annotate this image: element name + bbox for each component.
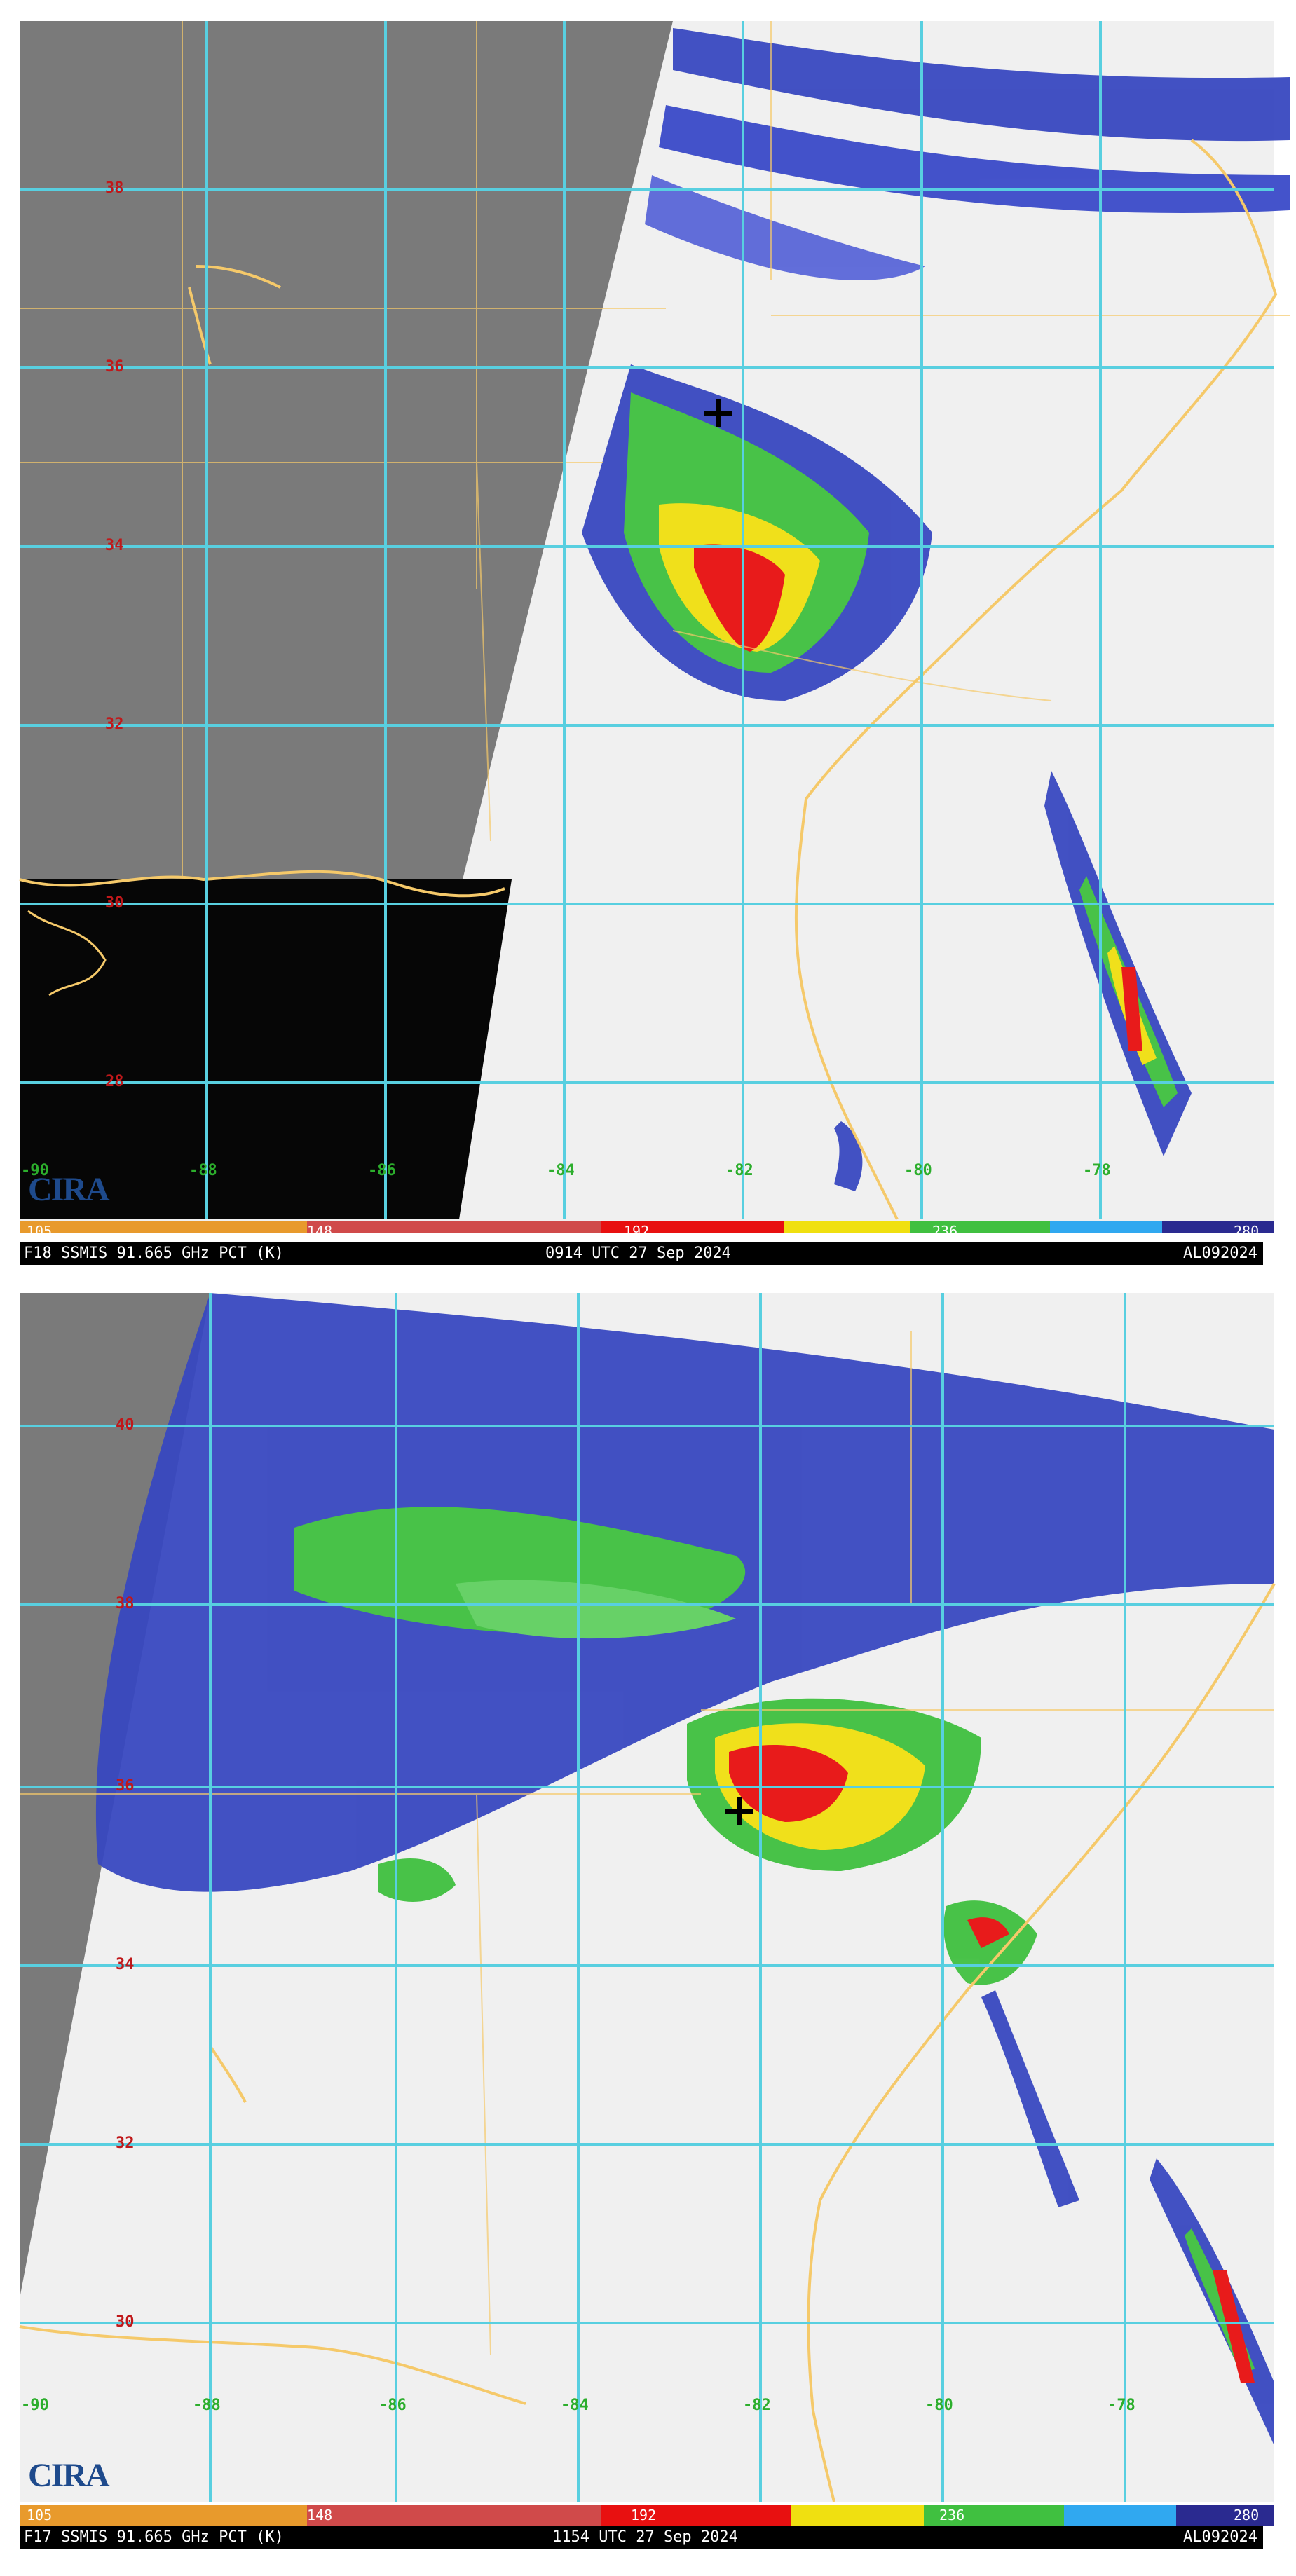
scale-label: 148 <box>307 2507 333 2523</box>
lat-label: 34 <box>116 1956 135 1973</box>
lat-label: 40 <box>116 1416 135 1434</box>
lon-label: -78 <box>1083 1162 1111 1179</box>
observation-time: 0914 UTC 27 Sep 2024 <box>545 1245 731 1262</box>
lon-label: -82 <box>743 2397 771 2414</box>
cira-logo: CIRA <box>28 2457 110 2494</box>
lon-label: -88 <box>189 1162 217 1179</box>
lon-label: -82 <box>725 1162 753 1179</box>
scale-label: 105 <box>27 2507 53 2523</box>
cira-logo: CIRA <box>28 1171 110 1208</box>
no-data-sea-region <box>20 879 512 1219</box>
bottom-map <box>19 1293 1276 2526</box>
status-bar: F18 SSMIS 91.665 GHz PCT (K) 0914 UTC 27… <box>20 1242 1263 1265</box>
color-scale <box>20 1221 1274 1233</box>
storm-center-marker <box>725 1797 753 1825</box>
lon-label: -90 <box>21 1162 49 1179</box>
top-map <box>19 21 1290 1233</box>
lon-label: -84 <box>547 1162 575 1179</box>
lat-label: 30 <box>116 2313 135 2331</box>
lat-label: 36 <box>116 1777 135 1795</box>
scale-label: 192 <box>624 1223 650 1240</box>
top-panel: 105 148 192 236 280 38 36 34 32 30 28 -9… <box>0 0 1296 1282</box>
storm-id: AL092024 <box>1183 1245 1257 1262</box>
scale-label: 280 <box>1234 2507 1260 2523</box>
scale-label: 192 <box>631 2507 657 2523</box>
storm-center-marker <box>704 399 732 427</box>
scale-label: 148 <box>307 1223 333 1240</box>
lon-label: -90 <box>21 2397 49 2414</box>
scale-label: 105 <box>27 1223 53 1240</box>
color-scale <box>20 2505 1274 2526</box>
scale-label: 280 <box>1234 1223 1260 1240</box>
lon-label: -86 <box>368 1162 396 1179</box>
lat-lon-grid <box>20 21 1274 1219</box>
lat-label: 32 <box>116 2135 135 2152</box>
observation-time: 1154 UTC 27 Sep 2024 <box>552 2528 738 2546</box>
lat-label: 34 <box>105 537 124 554</box>
lon-label: -80 <box>925 2397 953 2414</box>
rain-bands <box>95 1293 1274 2446</box>
scale-label: 236 <box>932 1223 958 1240</box>
gulf-coastline <box>19 870 505 898</box>
lat-label: 32 <box>105 715 124 733</box>
scale-label: 236 <box>939 2507 965 2523</box>
satellite-product: F17 SSMIS 91.665 GHz PCT (K) <box>24 2528 284 2546</box>
lat-lon-grid <box>20 1293 1274 2502</box>
satellite-product: F18 SSMIS 91.665 GHz PCT (K) <box>24 1245 284 1262</box>
lat-label: 36 <box>105 358 124 376</box>
lat-label: 28 <box>105 1073 124 1090</box>
state-borders <box>20 21 1290 876</box>
bottom-panel: 105 148 192 236 280 40 38 36 34 32 30 -9… <box>0 1289 1296 2576</box>
rain-bands <box>582 28 1290 1191</box>
lat-label: 30 <box>105 894 124 912</box>
lon-label: -78 <box>1107 2397 1135 2414</box>
lon-label: -84 <box>561 2397 589 2414</box>
storm-id: AL092024 <box>1183 2528 1257 2546</box>
lon-label: -88 <box>193 2397 221 2414</box>
lon-label: -86 <box>378 2397 407 2414</box>
lat-label: 38 <box>116 1595 135 1612</box>
status-bar: F17 SSMIS 91.665 GHz PCT (K) 1154 UTC 27… <box>20 2526 1263 2549</box>
coastline <box>19 1582 1276 2502</box>
lat-label: 38 <box>105 179 124 197</box>
lon-label: -80 <box>904 1162 932 1179</box>
